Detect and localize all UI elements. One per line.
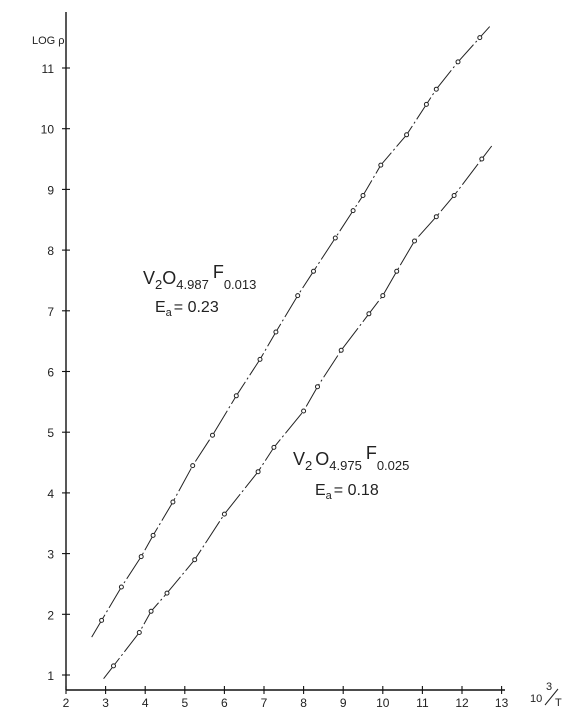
series-1-point [210, 432, 215, 438]
series-2-point [479, 156, 485, 162]
series-2-point [136, 630, 142, 635]
series-1-point [150, 532, 156, 538]
y-tick-label: 6 [47, 366, 54, 380]
series-2-point [315, 384, 320, 390]
series-1-point [257, 356, 263, 362]
series-2-point [412, 238, 417, 244]
series-2-point [451, 193, 457, 198]
y-tick-label: 8 [47, 244, 54, 258]
series-1-point [455, 59, 461, 65]
series-1-point [433, 86, 439, 92]
y-tick-label: 7 [47, 305, 54, 319]
series-1-point [477, 35, 483, 41]
x-axis-label-slash [544, 688, 559, 706]
series-2-point [271, 444, 277, 450]
series-1-point [423, 101, 429, 107]
series-1-point [170, 499, 176, 505]
series-1-point [360, 193, 366, 198]
y-tick-label: 2 [47, 608, 54, 622]
x-tick-label: 2 [63, 696, 70, 710]
x-tick-label: 13 [495, 696, 509, 710]
y-tick-label: 9 [47, 183, 54, 197]
y-tick-label: 10 [41, 123, 55, 137]
series-1-point [311, 268, 316, 274]
y-tick-label: 3 [47, 548, 54, 562]
series-2-point [148, 608, 154, 614]
series-1-formula: V2O4.987F0.013 [143, 262, 256, 292]
series-1-point [138, 554, 144, 560]
y-tick-label: 1 [47, 669, 54, 683]
series-1-point [332, 235, 338, 241]
series-2-point [111, 663, 116, 669]
x-tick-label: 12 [455, 696, 469, 710]
series-1-activation-energy: Ea = 0.23 [155, 299, 219, 319]
x-axis-label: 10 3 T [530, 681, 562, 709]
series-1-point [273, 329, 279, 335]
series-2-point [366, 311, 372, 317]
series-1-point [378, 162, 384, 168]
series-2-point [301, 408, 307, 414]
x-tick-label: 8 [300, 696, 307, 710]
series-layer [91, 26, 493, 680]
series-1-line [91, 26, 491, 638]
series-1-point [190, 463, 196, 469]
x-axis-label-number: 10 [530, 693, 542, 705]
x-tick-label: 6 [221, 696, 228, 710]
series-2-activation-energy: Ea = 0.18 [315, 482, 379, 502]
series-1-point [99, 617, 105, 623]
series-1-point [118, 584, 124, 590]
y-tick-label: 5 [47, 426, 54, 440]
series-2-annotation: V2 O4.975F0.025 Ea = 0.18 [293, 443, 409, 502]
y-tick-label: 11 [42, 62, 55, 76]
series-2-point [164, 590, 170, 596]
x-tick-label: 11 [416, 696, 429, 710]
x-tick-label: 7 [261, 696, 268, 710]
x-tick-label: 5 [181, 696, 188, 710]
series-2-formula: V2 O4.975F0.025 [293, 443, 409, 473]
series-1-point [350, 208, 356, 214]
x-tick-label: 9 [340, 696, 347, 710]
x-axis-label-superscript: 3 [546, 681, 552, 693]
x-tick-label: 10 [376, 696, 390, 710]
series-1-annotation: V2O4.987F0.013 Ea = 0.23 [143, 262, 256, 319]
series-2-point [338, 347, 344, 353]
y-axis-label: LOG ρ [32, 35, 65, 47]
series-2-point [192, 557, 198, 563]
series-2-point [394, 268, 400, 274]
x-tick-label: 4 [142, 696, 149, 710]
x-axis-label-denominator: T [555, 697, 562, 709]
series-2-point [221, 511, 227, 517]
series-1-point [233, 393, 239, 399]
y-tick-label: 4 [47, 487, 54, 501]
series-1-point [295, 293, 301, 299]
series-2-line [103, 145, 493, 680]
x-tick-label: 3 [102, 696, 109, 710]
series-1-point [404, 132, 410, 138]
series-2-point [255, 469, 261, 475]
series-2-point [380, 293, 386, 299]
series-2-point [433, 214, 439, 220]
